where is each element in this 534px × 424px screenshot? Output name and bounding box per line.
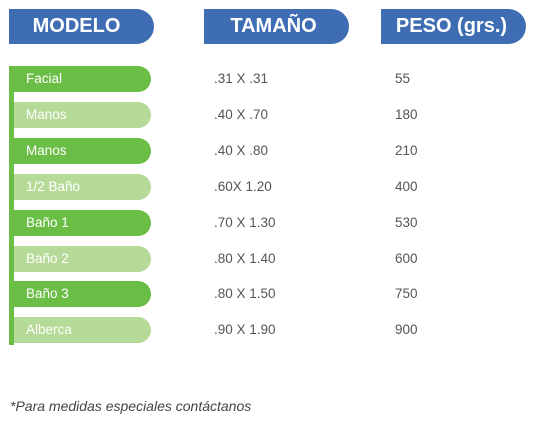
header-size: TAMAÑO [204,9,349,44]
table-row: Baño 2 .80 X 1.40 600 [0,245,534,272]
weight-cell: 750 [395,286,418,302]
size-cell: .70 X 1.30 [214,214,276,230]
weight-cell: 900 [395,322,418,338]
weight-cell: 400 [395,178,418,194]
model-pill: Baño 2 [14,245,151,272]
size-cell: .80 X 1.40 [214,250,276,266]
size-cell: .40 X .80 [214,142,269,158]
weight-cell: 180 [395,106,418,122]
header-model-label: MODELO [32,15,121,37]
model-pill: 1/2 Baño [14,173,151,200]
weight-cell: 600 [395,250,418,266]
model-column-rail [9,66,14,345]
model-pill: Baño 3 [14,281,151,308]
model-pill: Manos [14,137,151,164]
weight-cell: 530 [395,214,418,230]
model-pill: Baño 1 [14,209,151,236]
table-row: Alberca .90 X 1.90 900 [0,317,534,344]
header-weight-label: PESO (grs.) [395,15,508,37]
table-row: Baño 3 .80 X 1.50 750 [0,281,534,308]
size-cell: .31 X .31 [214,71,269,86]
header-model: MODELO [9,9,154,44]
size-cell: .40 X .70 [214,106,269,122]
weight-cell: 55 [395,71,411,86]
header-size-label: TAMAÑO [230,15,317,37]
table-row: 1/2 Baño .60X 1.20 400 [0,173,534,200]
table-row: Baño 1 .70 X 1.30 530 [0,209,534,236]
weight-cell: 210 [395,142,418,158]
model-pill: Manos [14,101,151,128]
model-pill: Alberca [14,317,151,344]
table-row: Facial .31 X .31 55 [0,66,534,92]
size-cell: .90 X 1.90 [214,322,276,338]
size-cell: .60X 1.20 [214,178,272,194]
model-pill: Facial [14,66,151,92]
table-row: Manos .40 X .80 210 [0,137,534,164]
size-cell: .80 X 1.50 [214,286,276,302]
footnote: *Para medidas especiales contáctanos [10,398,252,414]
header-weight: PESO (grs.) [381,9,526,44]
table-row: Manos .40 X .70 180 [0,101,534,128]
